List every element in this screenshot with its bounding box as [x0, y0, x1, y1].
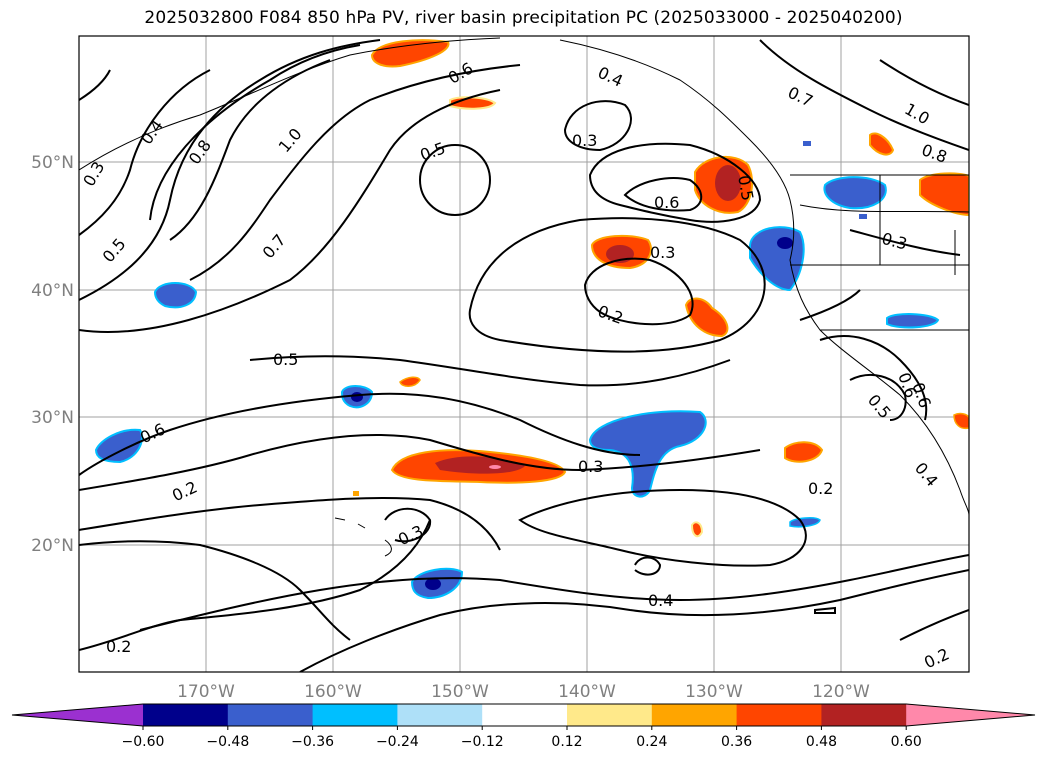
latitude-labels: 50°N 40°N 30°N 20°N — [31, 153, 74, 556]
colorbar-tick-label: 0.12 — [551, 734, 582, 750]
colorbar-segment — [821, 704, 907, 726]
map-frame — [78, 35, 970, 673]
graticule — [79, 36, 969, 672]
map-area — [79, 36, 969, 672]
colorbar-segment — [143, 704, 229, 726]
colorbar-extend-high — [906, 704, 1035, 726]
precipitation-shading — [94, 39, 969, 600]
contour-label: 0.3 — [572, 131, 597, 150]
lon-label: 120°W — [812, 682, 870, 702]
coastlines — [79, 37, 969, 557]
colorbar-segment — [312, 704, 398, 726]
contour-label: 0.2 — [808, 479, 833, 498]
colorbar-tick-label: −0.36 — [291, 734, 334, 750]
longitude-labels: 170°W 160°W 150°W 140°W 130°W 120°W — [177, 682, 870, 702]
colorbar-segment — [736, 704, 822, 726]
colorbar-tick-label: 0.24 — [636, 734, 667, 750]
pv-contours — [79, 39, 969, 672]
colorbar-segment — [651, 704, 738, 726]
contour-label: 0.3 — [650, 243, 675, 262]
colorbar-tick-label: −0.60 — [122, 734, 165, 750]
lat-label: 50°N — [31, 153, 74, 173]
lat-label: 20°N — [31, 536, 74, 556]
lat-label: 40°N — [31, 281, 74, 301]
lat-label: 30°N — [31, 408, 74, 428]
colorbar-tick-label: −0.12 — [461, 734, 504, 750]
lon-label: 150°W — [431, 682, 489, 702]
contour-label: 0.5 — [273, 350, 298, 369]
colorbar: −0.60 −0.48 −0.36 −0.24 −0.12 0.12 0.24 0.36 0.4… — [11, 703, 1036, 750]
colorbar-tick-label: −0.24 — [376, 734, 419, 750]
colorbar-segment — [397, 704, 483, 726]
colorbar-tick-label: 0.48 — [806, 734, 837, 750]
lon-label: 160°W — [304, 682, 362, 702]
contour-label: 0.2 — [106, 637, 131, 656]
colorbar-tick-label: −0.48 — [206, 734, 249, 750]
map-title: 2025032800 F084 850 hPa PV, river basin … — [144, 8, 903, 28]
colorbar-segment — [567, 704, 653, 726]
contour-label: 0.5 — [734, 174, 757, 202]
contour-label: 0.4 — [648, 591, 673, 610]
colorbar-extend-low — [12, 704, 143, 726]
colorbar-segment — [482, 704, 568, 726]
colorbar-tick-label: 0.36 — [721, 734, 752, 750]
colorbar-segment — [227, 704, 314, 726]
lon-label: 170°W — [177, 682, 235, 702]
contour-label: 0.3 — [578, 457, 603, 476]
lon-label: 130°W — [685, 682, 743, 702]
contour-label: 0.6 — [654, 193, 679, 212]
lon-label: 140°W — [558, 682, 616, 702]
colorbar-tick-label: 0.60 — [891, 734, 922, 750]
